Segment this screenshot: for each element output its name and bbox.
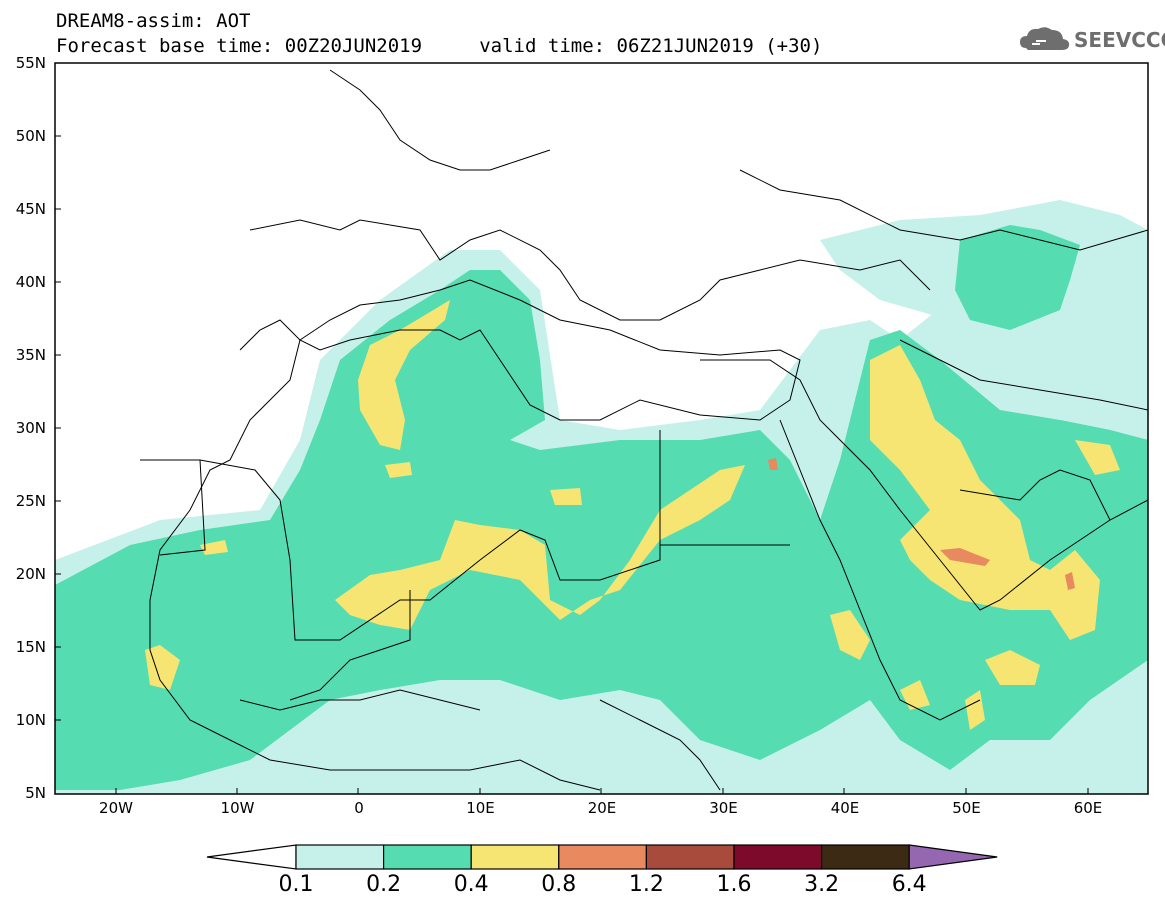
colorbar-label: 0.1 <box>278 872 314 897</box>
lat-label: 10N <box>15 711 46 729</box>
lat-label: 40N <box>15 273 46 291</box>
colorbar-box <box>733 844 823 870</box>
lat-label: 45N <box>15 200 46 218</box>
colorbar-box <box>645 844 735 870</box>
aot-0.8-band <box>768 458 1075 590</box>
colorbar-label: 1.6 <box>716 872 752 897</box>
lat-label: 20N <box>15 565 46 583</box>
coastlines <box>140 69 1148 791</box>
lon-label: 60E <box>1073 799 1103 817</box>
colorbar-box <box>820 844 910 870</box>
lon-label: 10E <box>466 799 495 817</box>
lat-label: 30N <box>15 419 46 437</box>
colorbar-label: 0.4 <box>453 872 489 897</box>
colorbar <box>206 844 998 870</box>
lon-label: 20W <box>99 799 133 817</box>
lat-label: 15N <box>15 638 46 656</box>
axis-ticks <box>55 135 1089 794</box>
lat-label: 50N <box>15 127 46 145</box>
lon-label: 10W <box>220 799 255 817</box>
cloud-icon <box>1020 27 1070 50</box>
colorbar-box <box>383 844 472 870</box>
colorbar-label: 0.2 <box>366 872 402 897</box>
lat-label: 5N <box>25 784 46 802</box>
colorbar-label: 0.8 <box>541 872 577 897</box>
lat-label: 55N <box>15 54 46 72</box>
colorbar-low-arrow <box>206 844 297 870</box>
colorbar-high-arrow <box>908 844 998 870</box>
lon-label: 30E <box>709 799 738 817</box>
colorbar-label: 1.2 <box>628 872 664 897</box>
colorbar-label: 6.4 <box>891 872 927 897</box>
lat-label: 35N <box>15 346 46 364</box>
colorbar-box <box>558 844 647 870</box>
lon-label: 0 <box>354 799 364 817</box>
colorbar-label: 3.2 <box>804 872 840 897</box>
lon-label: 20E <box>587 799 617 817</box>
lat-label: 25N <box>15 492 46 510</box>
map-title: DREAM8-assim: AOT <box>56 10 251 32</box>
colorbar-box <box>470 844 560 870</box>
lon-label: 40E <box>830 799 860 817</box>
colorbar-boxes <box>295 844 998 870</box>
forecast-time-line: Forecast base time: 00Z20JUN2019 valid t… <box>56 35 823 57</box>
colorbar-box <box>295 844 385 870</box>
lon-label: 50E <box>952 799 981 817</box>
logo-text: SEEVCCC <box>1074 28 1165 52</box>
